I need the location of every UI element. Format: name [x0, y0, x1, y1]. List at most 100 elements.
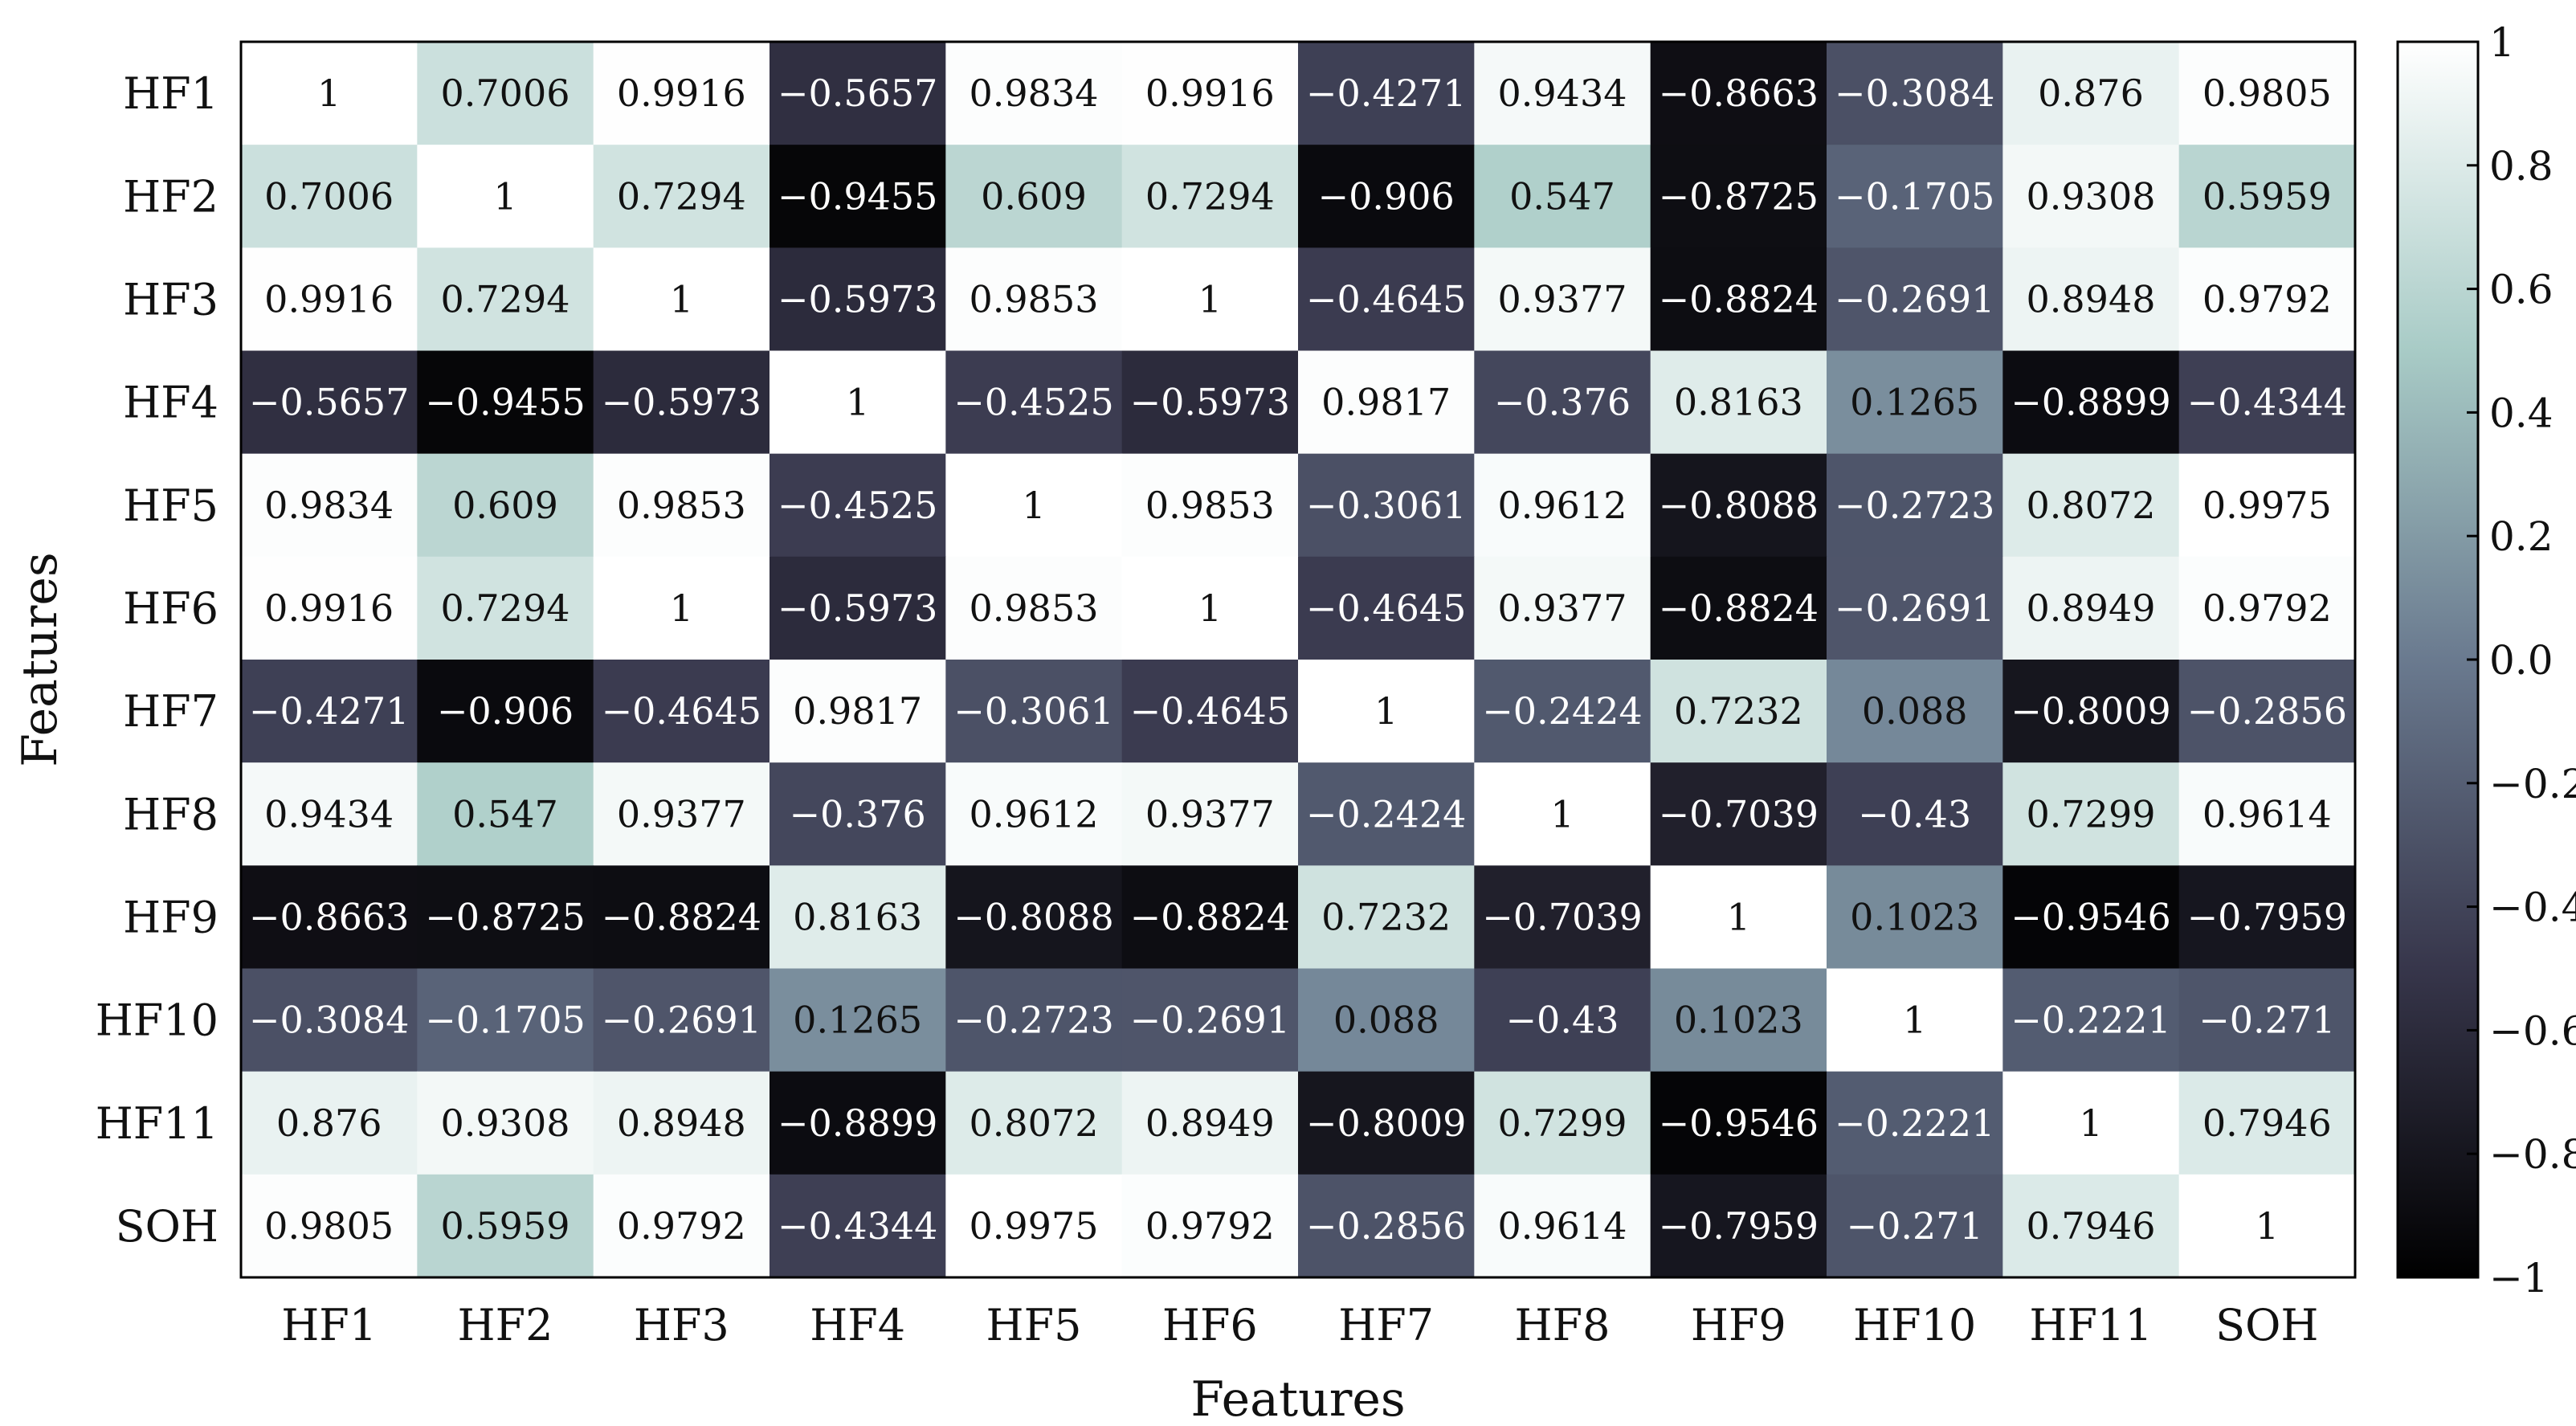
heatmap-cell-label: −0.5973	[1130, 381, 1291, 424]
heatmap-cell	[241, 1071, 418, 1175]
heatmap-cell-label: −0.8663	[249, 895, 410, 938]
heatmap-cell	[1121, 350, 1299, 455]
heatmap-cell-label: 1	[1550, 792, 1574, 836]
heatmap-cell	[1827, 968, 2003, 1073]
heatmap-cell	[1650, 1071, 1827, 1175]
heatmap-cell	[945, 660, 1123, 763]
heatmap-cell-label: 1	[846, 381, 869, 424]
heatmap-cell-label: −0.9546	[1659, 1101, 1819, 1145]
heatmap-cell	[2178, 865, 2356, 970]
heatmap-cell-label: 0.9805	[264, 1204, 394, 1248]
heatmap-cell-label: 0.8163	[793, 895, 922, 938]
y-tick-label: HF5	[123, 480, 218, 531]
heatmap-cell	[1121, 660, 1299, 763]
colorbar-tick-label: −0.6	[2489, 1007, 2576, 1054]
heatmap-cell	[1298, 350, 1475, 455]
heatmap-cell-label: 0.8948	[2027, 277, 2156, 321]
x-axis-ticks: HF1 HF2 HF3 HF4 HF5 HF6 HF7 HF8 HF9 HF10 HF11 SOH	[281, 1300, 2318, 1350]
heatmap-cell	[1650, 453, 1827, 558]
heatmap-cell-label: −0.8824	[1659, 586, 1819, 630]
heatmap-cell	[593, 453, 770, 558]
heatmap-cell	[2002, 247, 2180, 352]
heatmap-cell-label: −0.8009	[1306, 1101, 1467, 1145]
heatmap-cell	[593, 247, 770, 352]
x-tick-label: HF5	[986, 1300, 1082, 1350]
heatmap-cell	[241, 1174, 418, 1278]
heatmap-cell	[1474, 1174, 1651, 1278]
heatmap-cell-label: −0.8009	[2011, 689, 2171, 733]
heatmap-cell-label: 0.088	[1862, 689, 1968, 733]
heatmap-cell	[945, 1174, 1123, 1278]
heatmap-cell-label: 1	[2079, 1101, 2102, 1145]
heatmap-cell	[770, 968, 946, 1073]
x-tick-label: HF9	[1691, 1300, 1786, 1350]
heatmap-cell	[241, 762, 418, 866]
heatmap-cell-label: −0.2856	[2187, 689, 2348, 733]
heatmap-cell-label: 0.9434	[1498, 72, 1627, 115]
heatmap-cell	[593, 660, 770, 763]
heatmap-cell	[770, 247, 946, 352]
heatmap-cell	[1650, 42, 1827, 145]
heatmap-cell	[2002, 42, 2180, 145]
y-tick-label: HF11	[96, 1098, 218, 1149]
heatmap-cell-label: 0.9792	[617, 1204, 746, 1248]
heatmap-cell-label: −0.2723	[1835, 484, 1995, 527]
heatmap-cell-label: 0.7299	[2027, 792, 2156, 836]
heatmap-cell-label: 0.9853	[970, 586, 1099, 630]
heatmap-cell	[945, 968, 1123, 1073]
heatmap-cell-label: 0.609	[981, 174, 1087, 218]
heatmap-cell	[1121, 968, 1299, 1073]
heatmap-cell	[1827, 762, 2003, 866]
heatmap-cell-label: 0.9377	[617, 792, 746, 836]
heatmap-cell-label: −0.8088	[953, 895, 1114, 938]
heatmap-cell-label: −0.8824	[1130, 895, 1291, 938]
colorbar-tick-label: 0.2	[2489, 513, 2554, 560]
heatmap-cell-label: −0.271	[2198, 999, 2335, 1042]
heatmap-cell	[945, 42, 1123, 145]
heatmap-cell	[593, 42, 770, 145]
heatmap-cell	[1827, 660, 2003, 763]
heatmap-cell	[1650, 1174, 1827, 1278]
heatmap-cell	[770, 660, 946, 763]
heatmap-cell	[1827, 247, 2003, 352]
heatmap-cell-label: −0.2691	[1130, 999, 1291, 1042]
heatmap-cell	[1474, 660, 1651, 763]
x-tick-label: HF2	[458, 1300, 553, 1350]
heatmap-cell	[2002, 1071, 2180, 1175]
heatmap-cell-label: 0.7946	[2027, 1204, 2156, 1248]
y-tick-label: HF7	[123, 686, 218, 737]
heatmap-cell-label: −0.3061	[1306, 484, 1467, 527]
heatmap-cell-label: 1	[1198, 586, 1222, 630]
x-tick-label: HF4	[810, 1300, 905, 1350]
heatmap-cell	[593, 762, 770, 866]
heatmap-cell	[1650, 660, 1827, 763]
heatmap-cell-label: −0.7039	[1659, 792, 1819, 836]
y-axis-label: Features	[12, 552, 68, 766]
heatmap-cell-label: −0.2691	[1835, 586, 1995, 630]
heatmap-cell	[241, 350, 418, 455]
heatmap-cell-label: −0.2424	[1306, 792, 1467, 836]
x-tick-label: HF3	[634, 1300, 729, 1350]
heatmap-cell	[241, 145, 418, 248]
heatmap-cell	[1650, 350, 1827, 455]
heatmap-cell-label: −0.2221	[1835, 1101, 1995, 1145]
heatmap-cell-label: 0.9817	[1321, 381, 1451, 424]
heatmap-cell-label: 0.9853	[617, 484, 746, 527]
heatmap-cell-label: 0.5959	[441, 1204, 570, 1248]
colorbar-tick-label: 1	[2489, 19, 2515, 66]
heatmap-cell	[417, 247, 594, 352]
heatmap-cell	[593, 556, 770, 660]
heatmap-cell	[1121, 145, 1299, 248]
heatmap-cell-label: −0.8824	[602, 895, 762, 938]
heatmap-cell-label: −0.5657	[249, 381, 410, 424]
heatmap-cell	[945, 865, 1123, 970]
colorbar-tick-label: 0.6	[2489, 267, 2554, 313]
y-tick-label: HF4	[123, 378, 218, 428]
heatmap-cell	[1298, 968, 1475, 1073]
heatmap-cell-label: 0.9975	[2202, 484, 2332, 527]
heatmap-cell-label: 0.7006	[441, 72, 570, 115]
heatmap-cell-label: 0.7946	[2202, 1101, 2332, 1145]
heatmap-cell	[241, 968, 418, 1073]
heatmap-cell-label: 0.876	[276, 1101, 382, 1145]
